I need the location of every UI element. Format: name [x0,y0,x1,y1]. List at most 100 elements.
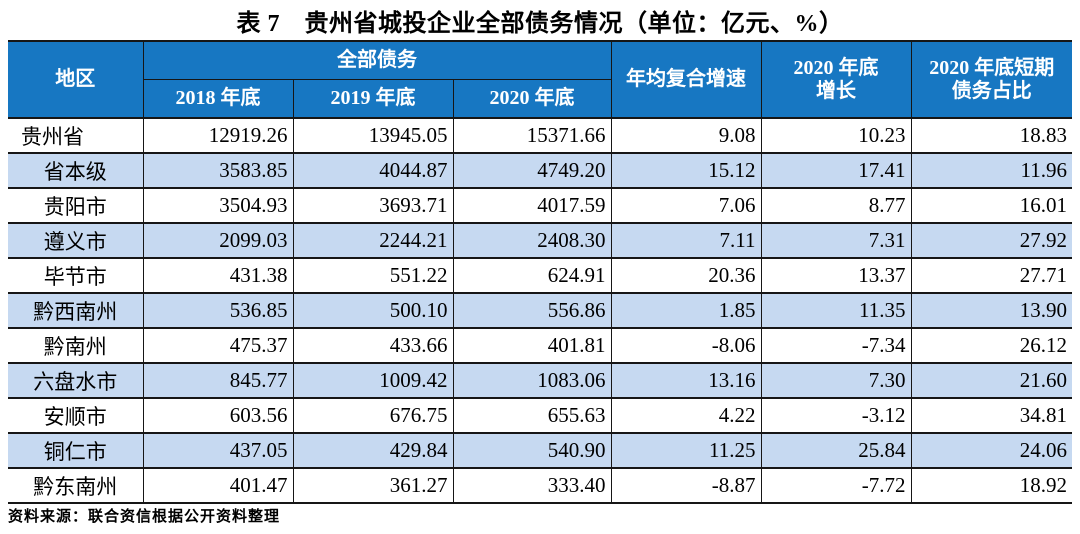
value-cell: 556.86 [452,292,612,329]
value-cell: 2099.03 [142,222,294,259]
value-cell: 3583.85 [142,152,294,189]
value-cell: 333.40 [452,467,612,504]
value-cell: 4749.20 [452,152,612,189]
value-cell: 655.63 [452,397,612,434]
value-cell: 540.90 [452,432,612,469]
value-cell: 15.12 [610,152,762,189]
region-cell: 毕节市 [8,257,144,294]
value-cell: 361.27 [292,467,454,504]
value-cell: -8.87 [610,467,762,504]
value-cell: 13.37 [760,257,912,294]
table-row: 黔东南州 401.47 361.27 333.40 -8.87 -7.72 18.92 [8,467,1072,504]
value-cell: 500.10 [292,292,454,329]
table-row: 铜仁市 437.05 429.84 540.90 11.25 25.84 24.06 [8,432,1072,469]
value-cell: 20.36 [610,257,762,294]
debt-table: 地区 全部债务 年均复合增速 2020 年底 增长 2020 年底短期 债务占比… [8,40,1072,504]
table-row: 六盘水市 845.77 1009.42 1083.06 13.16 7.30 21.60 [8,362,1072,399]
value-cell: 13.16 [610,362,762,399]
value-cell: 18.92 [910,467,1072,504]
value-cell: -8.06 [610,327,762,364]
source-note: 资料来源：联合资信根据公开资料整理 [8,509,281,525]
header-growth-2020: 2020 年底 增长 [760,40,912,119]
value-cell: 11.35 [760,292,912,329]
table-row: 毕节市 431.38 551.22 624.91 20.36 13.37 27.71 [8,257,1072,294]
value-cell: 437.05 [142,432,294,469]
region-cell: 黔东南州 [8,467,144,504]
value-cell: 1.85 [610,292,762,329]
value-cell: 536.85 [142,292,294,329]
region-cell: 遵义市 [8,222,144,259]
header-growth-2020-line2: 增长 [816,79,856,102]
value-cell: 1009.42 [292,362,454,399]
value-cell: 2244.21 [292,222,454,259]
value-cell: 401.81 [452,327,612,364]
header-year-2018: 2018 年底 [142,78,294,119]
table-row: 安顺市 603.56 676.75 655.63 4.22 -3.12 34.81 [8,397,1072,434]
value-cell: 401.47 [142,467,294,504]
value-cell: 13945.05 [292,117,454,154]
value-cell: 10.23 [760,117,912,154]
region-cell: 六盘水市 [8,362,144,399]
value-cell: -7.72 [760,467,912,504]
header-year-2020: 2020 年底 [452,78,612,119]
value-cell: 845.77 [142,362,294,399]
table-header: 地区 全部债务 年均复合增速 2020 年底 增长 2020 年底短期 债务占比… [8,40,1072,119]
value-cell: 475.37 [142,327,294,364]
header-region: 地区 [8,40,144,119]
table-row: 贵州省 12919.26 13945.05 15371.66 9.08 10.23 18.8… [8,117,1072,154]
value-cell: 7.06 [610,187,762,224]
value-cell: 8.77 [760,187,912,224]
value-cell: 15371.66 [452,117,612,154]
value-cell: 4017.59 [452,187,612,224]
table-row: 黔南州 475.37 433.66 401.81 -8.06 -7.34 26.12 [8,327,1072,364]
table-row: 省本级 3583.85 4044.87 4749.20 15.12 17.41 11.96 [8,152,1072,189]
region-cell: 省本级 [8,152,144,189]
region-cell: 安顺市 [8,397,144,434]
value-cell: 676.75 [292,397,454,434]
value-cell: 16.01 [910,187,1072,224]
header-short-term-line1: 2020 年底短期 [929,56,1055,79]
region-cell: 贵州省 [8,117,144,154]
value-cell: 7.30 [760,362,912,399]
value-cell: 624.91 [452,257,612,294]
value-cell: 9.08 [610,117,762,154]
table-row: 贵阳市 3504.93 3693.71 4017.59 7.06 8.77 16.01 [8,187,1072,224]
value-cell: 25.84 [760,432,912,469]
value-cell: 7.31 [760,222,912,259]
value-cell: 11.25 [610,432,762,469]
region-cell: 黔西南州 [8,292,144,329]
value-cell: 7.11 [610,222,762,259]
region-cell: 铜仁市 [8,432,144,469]
value-cell: 34.81 [910,397,1072,434]
header-growth-2020-line1: 2020 年底 [793,56,879,79]
value-cell: 11.96 [910,152,1072,189]
value-cell: 429.84 [292,432,454,469]
value-cell: 26.12 [910,327,1072,364]
value-cell: -3.12 [760,397,912,434]
value-cell: 17.41 [760,152,912,189]
value-cell: 2408.30 [452,222,612,259]
value-cell: 21.60 [910,362,1072,399]
value-cell: 24.06 [910,432,1072,469]
value-cell: 433.66 [292,327,454,364]
value-cell: 13.90 [910,292,1072,329]
value-cell: 27.92 [910,222,1072,259]
value-cell: -7.34 [760,327,912,364]
region-cell: 黔南州 [8,327,144,364]
table-row: 黔西南州 536.85 500.10 556.86 1.85 11.35 13.90 [8,292,1072,329]
value-cell: 18.83 [910,117,1072,154]
value-cell: 3693.71 [292,187,454,224]
table-body: 贵州省 12919.26 13945.05 15371.66 9.08 10.23 18.8… [8,117,1072,504]
value-cell: 12919.26 [142,117,294,154]
header-year-2019: 2019 年底 [292,78,454,119]
header-total-debt-group: 全部债务 [142,40,612,80]
table-title: 表 7 贵州省城投企业全部债务情况（单位：亿元、%） [236,11,844,37]
value-cell: 4044.87 [292,152,454,189]
value-cell: 431.38 [142,257,294,294]
value-cell: 4.22 [610,397,762,434]
value-cell: 1083.06 [452,362,612,399]
region-cell: 贵阳市 [8,187,144,224]
value-cell: 603.56 [142,397,294,434]
value-cell: 551.22 [292,257,454,294]
value-cell: 27.71 [910,257,1072,294]
